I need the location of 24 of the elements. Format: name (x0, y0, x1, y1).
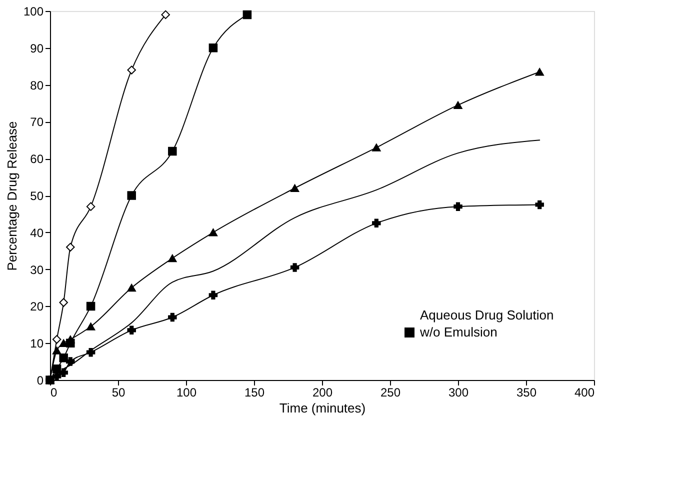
x-tick-label: 400 (574, 386, 595, 400)
text: Aqueous Drug Solution (420, 308, 554, 322)
x-tick-label: 0 (50, 386, 58, 400)
x-tick-label: 150 (244, 386, 265, 400)
y-tick-label: 70 (30, 115, 44, 130)
y-tick-label: 10 (30, 336, 44, 351)
y-axis-title: Percentage Drug Release (4, 121, 20, 271)
x-tick-label: 250 (380, 386, 401, 400)
y-tick-label: 20 (30, 300, 44, 314)
legend-label: w/o Emulsion (419, 324, 498, 340)
y-tick-label: 90 (30, 41, 44, 56)
y-tick-label: 100 (23, 4, 44, 18)
x-tick-label: 200 (312, 386, 333, 400)
y-tick-label: 30 (30, 262, 44, 277)
x-tick-label: 300 (448, 386, 469, 400)
y-tick-label: 80 (30, 78, 44, 92)
y-tick-label: 40 (30, 226, 44, 240)
x-tick-label: 350 (516, 386, 537, 400)
y-tick-label: 50 (30, 189, 44, 203)
y-tick-label: 60 (30, 152, 44, 166)
x-axis-title: Time (minutes) (279, 400, 366, 416)
y-tick-label: 0 (36, 374, 44, 388)
x-tick-label: 100 (176, 386, 197, 400)
x-tick-label: 50 (112, 386, 126, 400)
